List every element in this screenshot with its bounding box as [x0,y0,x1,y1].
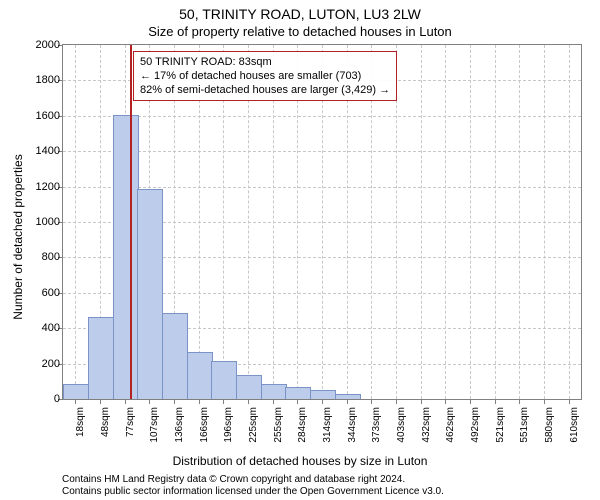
attribution-line1: Contains HM Land Registry data © Crown c… [62,474,582,486]
y-tick-label: 1000 [24,216,60,228]
x-tick-mark [223,399,224,404]
histogram-bar [187,352,213,399]
y-tick-label: 200 [24,358,60,370]
x-tick-mark [273,399,274,404]
info-box-line3: 82% of semi-detached houses are larger (… [140,83,390,97]
x-tick-label: 462sqm [445,407,456,455]
histogram-bar [88,317,114,399]
histogram-bar [261,384,287,399]
histogram-bar [162,313,188,399]
gridline-v [75,45,76,399]
y-tick-label: 800 [24,251,60,263]
x-tick-label: 344sqm [347,407,358,455]
x-tick-label: 314sqm [322,407,333,455]
x-tick-mark [174,399,175,404]
histogram-bar [63,384,89,399]
x-tick-mark [544,399,545,404]
chart-container: 50, TRINITY ROAD, LUTON, LU3 2LW Size of… [0,0,600,500]
x-tick-mark [347,399,348,404]
x-tick-label: 18sqm [75,407,86,455]
y-tick-label: 1600 [24,110,60,122]
histogram-bar [310,390,336,399]
x-tick-mark [569,399,570,404]
y-tick-label: 0 [24,393,60,405]
y-tick-label: 1200 [24,181,60,193]
x-axis-label: Distribution of detached houses by size … [0,454,600,468]
x-tick-label: 196sqm [223,407,234,455]
x-tick-label: 551sqm [519,407,530,455]
x-tick-mark [199,399,200,404]
y-axis-label: Number of detached properties [11,127,25,347]
histogram-bar [113,115,139,399]
attribution-text: Contains HM Land Registry data © Crown c… [62,474,582,498]
x-tick-label: 166sqm [199,407,210,455]
gridline-v [421,45,422,399]
x-tick-mark [470,399,471,404]
gridline-v [569,45,570,399]
histogram-bar [137,189,163,399]
x-tick-label: 373sqm [371,407,382,455]
x-tick-mark [248,399,249,404]
y-tick-label: 400 [24,322,60,334]
x-tick-label: 284sqm [297,407,308,455]
y-tick-label: 600 [24,287,60,299]
x-tick-mark [445,399,446,404]
x-tick-label: 521sqm [495,407,506,455]
y-tick-label: 1800 [24,74,60,86]
info-box-line1: 50 TRINITY ROAD: 83sqm [140,55,390,69]
histogram-bar [236,375,262,399]
plot-area: 50 TRINITY ROAD: 83sqm← 17% of detached … [62,44,582,400]
x-tick-label: 580sqm [544,407,555,455]
chart-title-line2: Size of property relative to detached ho… [0,24,600,39]
gridline-v [445,45,446,399]
histogram-bar [335,394,361,399]
x-tick-mark [100,399,101,404]
property-marker-line [130,45,132,399]
y-tick-label: 1400 [24,145,60,157]
histogram-bar [285,387,311,399]
x-tick-mark [421,399,422,404]
x-tick-mark [75,399,76,404]
x-tick-mark [322,399,323,404]
x-tick-mark [371,399,372,404]
x-tick-label: 136sqm [174,407,185,455]
x-tick-mark [396,399,397,404]
gridline-v [544,45,545,399]
x-tick-mark [297,399,298,404]
x-tick-label: 492sqm [470,407,481,455]
gridline-v [519,45,520,399]
attribution-line2: Contains public sector information licen… [62,486,582,498]
x-tick-label: 225sqm [248,407,259,455]
x-tick-mark [149,399,150,404]
info-box-line2: ← 17% of detached houses are smaller (70… [140,69,390,83]
chart-title-line1: 50, TRINITY ROAD, LUTON, LU3 2LW [0,6,600,22]
x-tick-label: 403sqm [396,407,407,455]
info-box: 50 TRINITY ROAD: 83sqm← 17% of detached … [133,51,397,101]
x-tick-mark [125,399,126,404]
gridline-v [495,45,496,399]
x-tick-label: 77sqm [125,407,136,455]
gridline-v [470,45,471,399]
x-tick-mark [495,399,496,404]
x-tick-label: 432sqm [421,407,432,455]
histogram-bar [211,361,237,399]
x-tick-mark [519,399,520,404]
x-tick-label: 610sqm [569,407,580,455]
x-tick-label: 255sqm [273,407,284,455]
y-tick-label: 2000 [24,39,60,51]
x-tick-label: 48sqm [100,407,111,455]
x-tick-label: 107sqm [149,407,160,455]
